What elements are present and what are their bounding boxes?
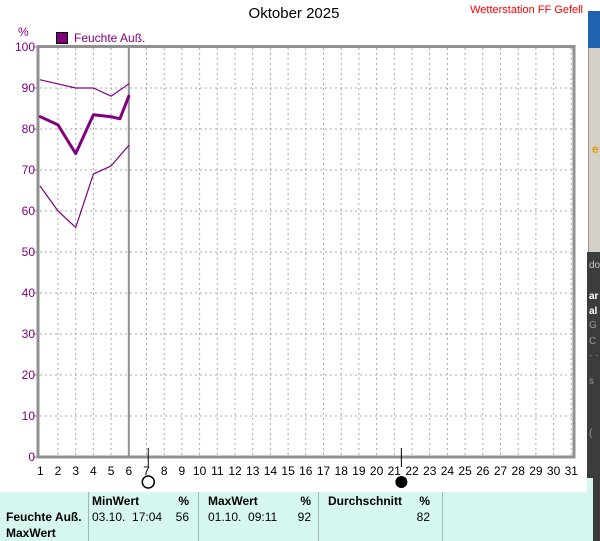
x-tick-label: 22 bbox=[405, 464, 419, 478]
x-tick-label: 15 bbox=[281, 464, 295, 478]
min-datetime: 03.10. 17:04 bbox=[92, 510, 163, 524]
window-text-fragment: · · bbox=[589, 350, 599, 361]
legend-label: Feuchte Auß. bbox=[74, 31, 146, 45]
window-text-fragment: al bbox=[589, 306, 598, 317]
durchschnitt-unit-header: % bbox=[419, 494, 430, 508]
x-tick-label: 18 bbox=[335, 464, 349, 478]
row-label: Feuchte Auß. bbox=[6, 510, 82, 524]
series-min bbox=[39, 144, 130, 228]
x-tick-label: 2 bbox=[55, 464, 62, 478]
window-text-fragment: e bbox=[592, 142, 599, 156]
stats-table: MinWert % MaxWert % Durchschnitt % Feuch… bbox=[0, 492, 588, 541]
x-tick-label: 3 bbox=[72, 464, 79, 478]
y-axis-unit-label: % bbox=[18, 25, 29, 39]
table-separator bbox=[318, 492, 319, 541]
x-tick-label: 21 bbox=[388, 464, 402, 478]
durchschnitt-header: Durchschnitt bbox=[328, 494, 403, 508]
x-tick-label: 17 bbox=[317, 464, 331, 478]
x-tick-label: 29 bbox=[529, 464, 543, 478]
series-max bbox=[39, 79, 130, 97]
y-tick-label: 20 bbox=[22, 368, 36, 382]
y-tick-label: 40 bbox=[22, 286, 36, 300]
x-tick-label: 16 bbox=[299, 464, 313, 478]
y-tick-label: 70 bbox=[22, 163, 36, 177]
x-tick-label: 31 bbox=[565, 464, 579, 478]
y-tick-label: 50 bbox=[22, 245, 36, 259]
window-text-fragment: ar bbox=[589, 291, 599, 302]
x-tick-label: 25 bbox=[458, 464, 472, 478]
x-tick-label: 9 bbox=[179, 464, 186, 478]
x-tick-label: 27 bbox=[494, 464, 508, 478]
x-tick-label: 24 bbox=[441, 464, 455, 478]
window-text-fragment: do bbox=[589, 260, 600, 271]
background-window-content-lower[interactable] bbox=[593, 463, 600, 541]
window-text-fragment: C bbox=[589, 336, 597, 347]
x-tick-label: 12 bbox=[228, 464, 242, 478]
table-edge-sliver bbox=[587, 478, 593, 541]
max-value: 92 bbox=[297, 510, 311, 524]
legend: Feuchte Auß. bbox=[56, 31, 145, 45]
new-moon-icon bbox=[395, 476, 408, 488]
y-tick-label: 10 bbox=[22, 409, 36, 423]
y-tick-label: 100 bbox=[15, 40, 35, 54]
x-tick-label: 14 bbox=[264, 464, 278, 478]
legend-color-swatch bbox=[56, 32, 68, 44]
y-tick-label: 80 bbox=[22, 122, 36, 136]
max-datetime: 01.10. 09:11 bbox=[208, 510, 278, 524]
maxwert-header: MaxWert bbox=[208, 494, 258, 508]
station-name: Wetterstation FF Gefell bbox=[470, 4, 583, 16]
full-moon-icon bbox=[141, 475, 156, 489]
y-tick-label: 0 bbox=[28, 450, 35, 464]
minwert-unit-header: % bbox=[178, 494, 189, 508]
y-tick-label: 90 bbox=[22, 81, 36, 95]
x-tick-label: 13 bbox=[246, 464, 260, 478]
x-tick-label: 23 bbox=[423, 464, 437, 478]
table-separator bbox=[88, 492, 89, 541]
series-avg bbox=[38, 94, 131, 156]
window-text-fragment: ( bbox=[589, 428, 593, 439]
x-tick-label: 26 bbox=[476, 464, 490, 478]
x-tick-label: 19 bbox=[352, 464, 366, 478]
maxwert-unit-header: % bbox=[300, 494, 311, 508]
window-text-fragment: G bbox=[589, 320, 597, 331]
y-tick-label: 60 bbox=[22, 204, 36, 218]
background-window-toolbar[interactable]: e bbox=[588, 48, 600, 252]
x-tick-label: 10 bbox=[193, 464, 207, 478]
x-tick-label: 4 bbox=[90, 464, 97, 478]
x-tick-label: 5 bbox=[108, 464, 115, 478]
minwert-header: MinWert bbox=[92, 494, 140, 508]
x-tick-label: 30 bbox=[547, 464, 561, 478]
x-tick-label: 11 bbox=[211, 464, 224, 478]
y-tick-label: 30 bbox=[22, 327, 36, 341]
x-tick-label: 8 bbox=[161, 464, 168, 478]
x-tick-label: 6 bbox=[125, 464, 132, 478]
window-text-fragment: s bbox=[589, 376, 594, 387]
x-tick-label: 7 bbox=[143, 464, 150, 478]
min-value: 56 bbox=[175, 510, 189, 524]
x-tick-label: 1 bbox=[37, 464, 44, 478]
plot-frame bbox=[36, 45, 576, 459]
x-tick-label: 20 bbox=[370, 464, 384, 478]
avg-value: 82 bbox=[416, 510, 430, 524]
background-window-titlebar[interactable] bbox=[588, 11, 600, 48]
x-tick-label: 28 bbox=[512, 464, 526, 478]
table-separator bbox=[198, 492, 199, 541]
table-separator bbox=[442, 492, 443, 541]
page-title: Oktober 2025 bbox=[248, 5, 340, 22]
next-row-label: MaxWert bbox=[6, 526, 56, 540]
